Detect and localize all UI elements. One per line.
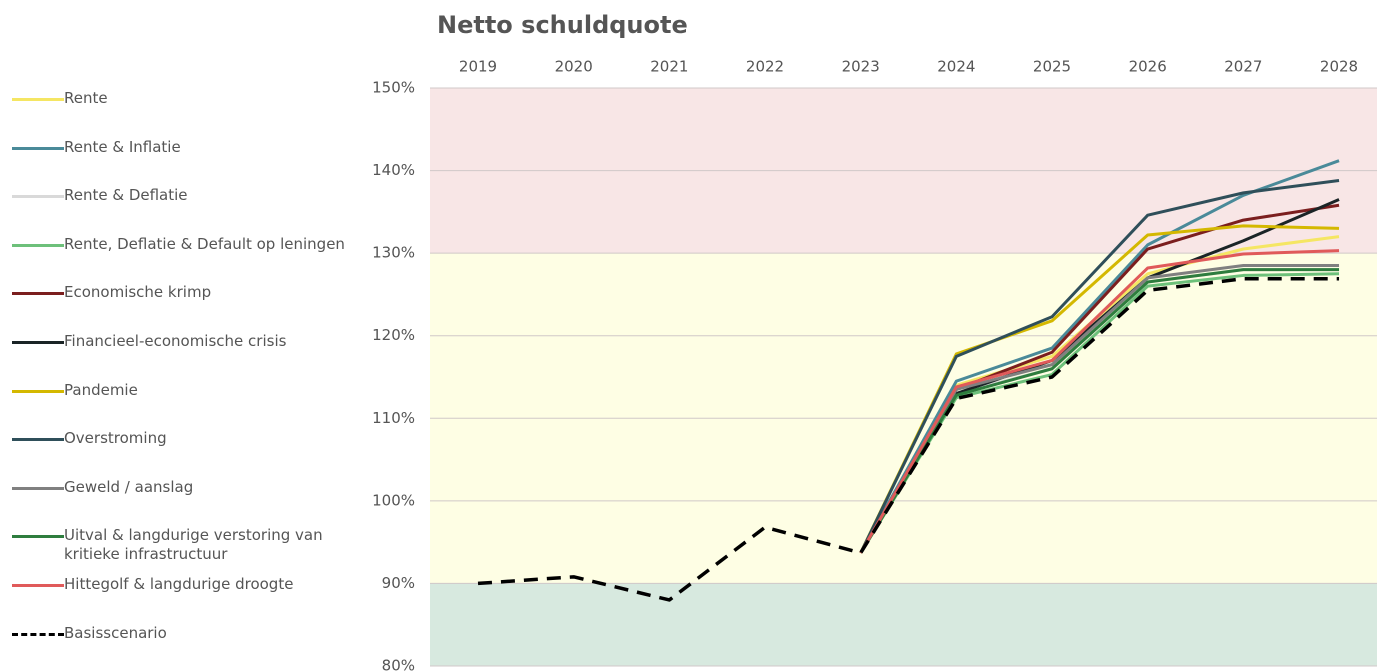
- legend-label: Hittegolf & langdurige droogte: [64, 575, 294, 593]
- y-tick-label: 120%: [372, 326, 415, 344]
- y-tick-label: 110%: [372, 409, 415, 427]
- legend-swatch: [12, 292, 64, 296]
- legend-swatch: [12, 243, 64, 247]
- legend-item: Rente & Deflatie: [12, 186, 188, 205]
- x-tick-label: 2020: [555, 58, 593, 76]
- legend-item: Economische krimp: [12, 283, 211, 302]
- legend-label: Basisscenario: [64, 623, 167, 642]
- legend-item: Overstroming: [12, 429, 167, 448]
- legend-label: Overstroming: [64, 429, 167, 448]
- x-tick-label: 2026: [1129, 58, 1167, 76]
- series-line: [477, 276, 1340, 602]
- y-tick-label: 130%: [372, 244, 415, 262]
- legend-swatch: [12, 632, 64, 636]
- legend-swatch: [12, 195, 64, 199]
- legend-item: Basisscenario: [12, 624, 167, 643]
- legend-item: Rente: [12, 89, 108, 108]
- x-tick-label: 2024: [937, 58, 975, 76]
- legend-label: Uitval & langdurige verstoring van kriti…: [64, 526, 323, 564]
- x-tick-label: 2022: [746, 58, 784, 76]
- legend-swatch: [12, 535, 64, 539]
- x-tick-label: 2025: [1033, 58, 1071, 76]
- legend-item: Rente & Inflatie: [12, 138, 181, 157]
- x-tick-label: 2019: [459, 58, 497, 76]
- legend-swatch: [12, 341, 64, 344]
- legend-label: Pandemie: [64, 380, 138, 399]
- x-tick-label: 2027: [1224, 58, 1262, 76]
- chart-title: Netto schuldquote: [437, 11, 688, 39]
- legend-label: Rente & Deflatie: [64, 186, 188, 205]
- legend-label: Economische krimp: [64, 283, 212, 302]
- legend-label: Rente: [64, 89, 108, 107]
- x-tick-label: 2023: [842, 58, 880, 76]
- legend-swatch: [12, 486, 64, 490]
- y-tick-label: 80%: [382, 657, 415, 671]
- legend-item: Rente, Deflatie & Default op leningen: [12, 235, 345, 254]
- legend-swatch: [12, 389, 64, 393]
- legend-label: Rente, Deflatie & Default op leningen: [64, 234, 345, 253]
- legend-swatch: [12, 98, 64, 101]
- legend-label: Geweld / aanslag: [64, 477, 194, 496]
- legend-item: Pandemie: [12, 381, 138, 400]
- y-tick-label: 140%: [372, 161, 415, 179]
- y-tick-label: 150%: [372, 79, 415, 97]
- legend-label: Rente & Inflatie: [64, 137, 181, 156]
- x-tick-label: 2028: [1320, 58, 1358, 76]
- legend-label: Financieel-economische crisis: [64, 332, 287, 350]
- legend-item: Hittegolf & langdurige droogte: [12, 575, 293, 594]
- y-tick-label: 100%: [372, 491, 415, 509]
- series-line: [859, 268, 1340, 554]
- legend-item: Uitval & langdurige verstoring van kriti…: [12, 526, 354, 564]
- series-line: [859, 178, 1340, 554]
- legend-swatch: [12, 146, 64, 150]
- legend-item: Financieel-economische crisis: [12, 332, 286, 351]
- legend-swatch: [12, 438, 64, 442]
- x-tick-label: 2021: [650, 58, 688, 76]
- y-tick-label: 90%: [382, 574, 415, 592]
- legend-item: Geweld / aanslag: [12, 478, 193, 497]
- legend-swatch: [12, 584, 64, 587]
- band: [430, 583, 1377, 666]
- series-line: [859, 249, 1340, 554]
